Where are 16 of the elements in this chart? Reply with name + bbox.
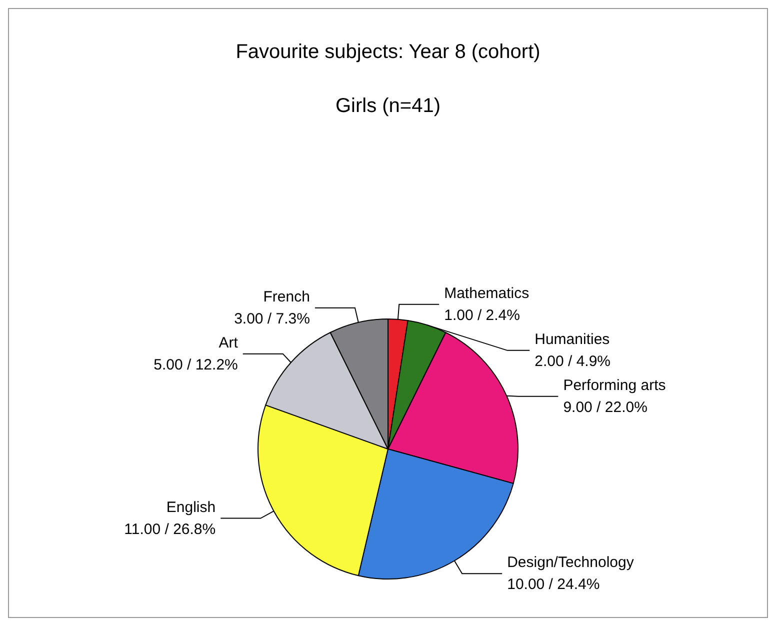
data-label: 9.00 / 22.0% bbox=[563, 398, 648, 416]
slice-label: Design/Technology bbox=[507, 554, 634, 572]
slice-label: French bbox=[263, 288, 310, 306]
data-label: 5.00 / 12.2% bbox=[154, 356, 238, 374]
data-label: 2.00 / 4.9% bbox=[534, 352, 611, 370]
slice-label: Mathematics bbox=[444, 284, 530, 302]
slice-label: English bbox=[166, 498, 216, 516]
slice-label: Art bbox=[218, 334, 239, 352]
slice-label: Humanities bbox=[534, 330, 610, 348]
chart-title: Favourite subjects: Year 8 (cohort) bbox=[236, 41, 540, 63]
data-label: 3.00 / 7.3% bbox=[234, 310, 310, 328]
data-label: 1.00 / 2.4% bbox=[444, 306, 520, 324]
data-label: 11.00 / 26.8% bbox=[124, 520, 216, 538]
data-label: 10.00 / 24.4% bbox=[507, 576, 600, 594]
chart-subtitle: Girls (n=41) bbox=[335, 95, 441, 117]
slice-label: Performing arts bbox=[563, 376, 666, 394]
